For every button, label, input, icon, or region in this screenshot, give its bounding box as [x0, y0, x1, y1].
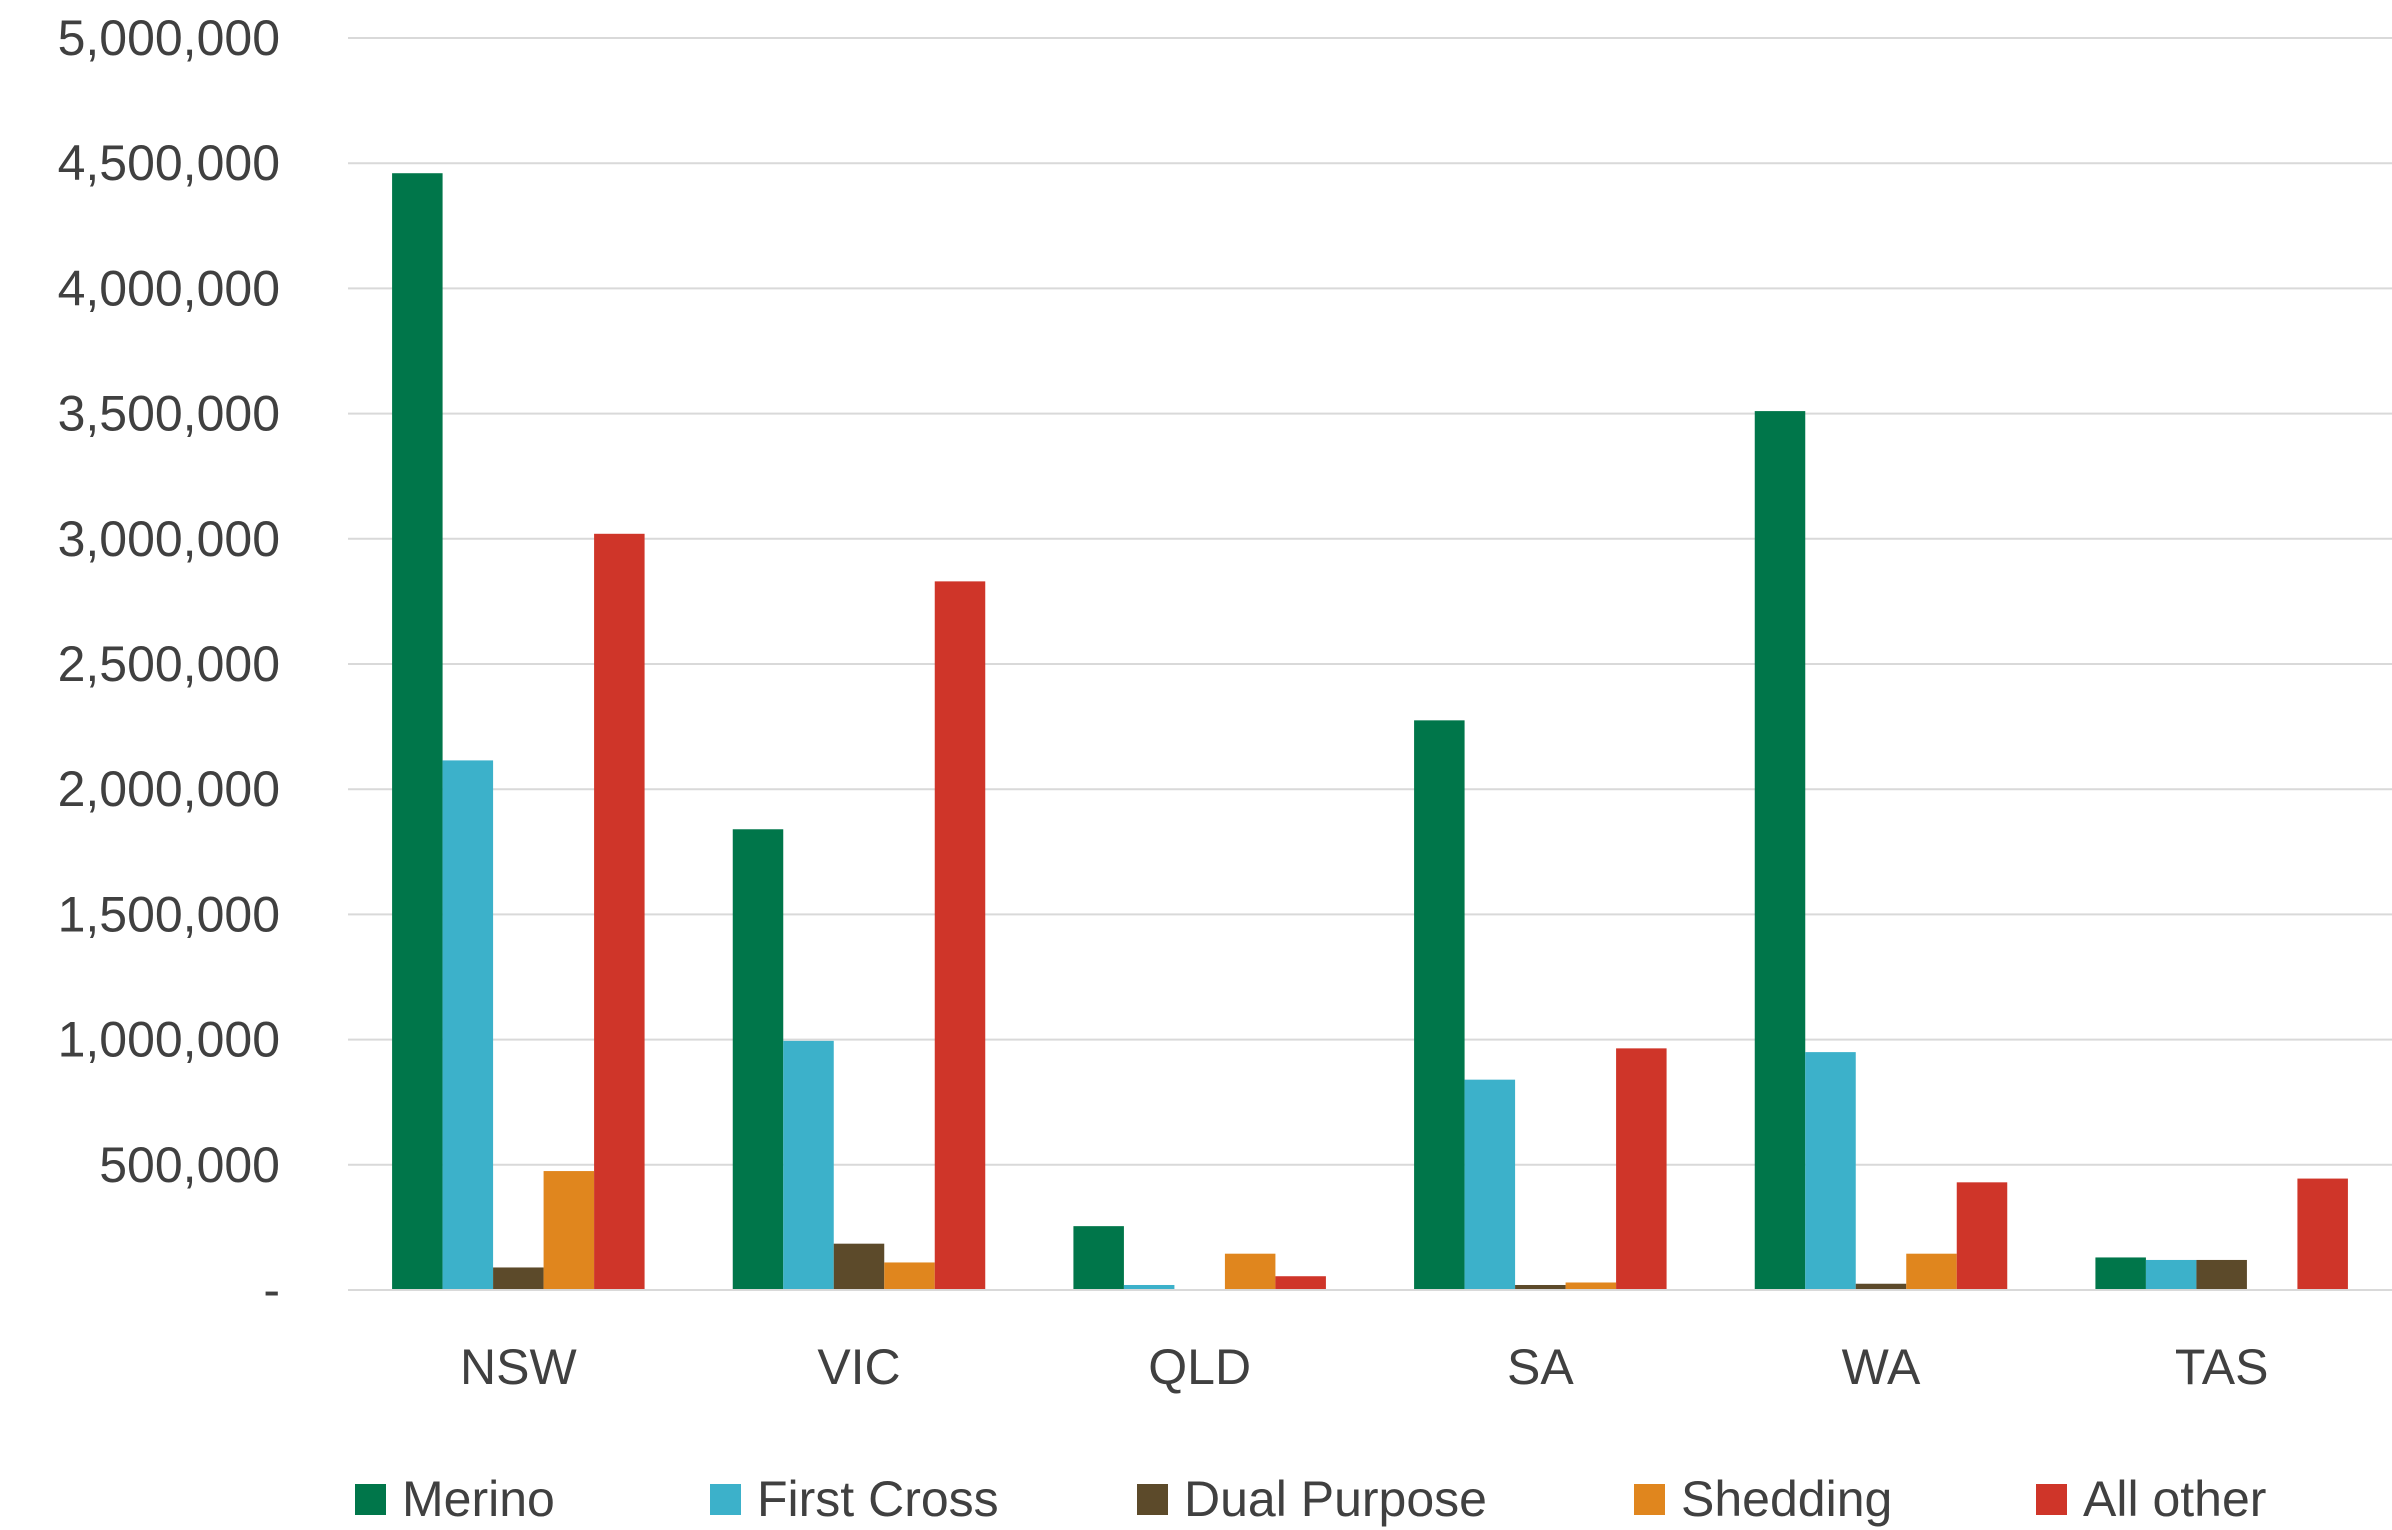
x-category-label: SA	[1507, 1339, 1574, 1395]
bars	[392, 173, 2348, 1290]
x-category-label: WA	[1842, 1339, 1921, 1395]
legend-label: Dual Purpose	[1184, 1471, 1487, 1527]
bar-sa-all-other	[1616, 1048, 1667, 1290]
y-tick-label: 1,500,000	[58, 886, 280, 942]
bar-wa-merino	[1754, 411, 1806, 1290]
bar-qld-merino	[1073, 1226, 1124, 1290]
x-category-label: NSW	[460, 1339, 577, 1395]
bar-nsw-all-other	[594, 533, 645, 1290]
legend-item-dual-purpose: Dual Purpose	[1137, 1471, 1487, 1527]
y-axis-tick-labels: - 500,000 1,000,000 1,500,000 2,000,000 2,500…	[58, 10, 280, 1318]
x-category-label: VIC	[817, 1339, 900, 1395]
y-tick-label: 1,000,000	[58, 1012, 280, 1068]
legend-swatch	[2036, 1484, 2067, 1515]
legend-swatch	[1634, 1484, 1665, 1515]
gridlines	[348, 37, 2392, 1166]
y-tick-label: 500,000	[99, 1137, 280, 1193]
x-category-label: TAS	[2175, 1339, 2269, 1395]
bar-nsw-first-cross	[442, 760, 494, 1290]
bar-qld-first-cross	[1123, 1284, 1175, 1290]
legend-item-all-other: All other	[2036, 1471, 2266, 1527]
bar-wa-dual-purpose	[1855, 1283, 1907, 1290]
bar-sa-shedding	[1565, 1282, 1617, 1290]
bar-vic-all-other	[934, 581, 986, 1290]
bar-tas-dual-purpose	[2196, 1259, 2247, 1290]
legend-label: Shedding	[1681, 1471, 1892, 1527]
y-tick-label: 3,500,000	[58, 386, 280, 442]
bar-sa-dual-purpose	[1515, 1284, 1566, 1290]
bar-nsw-shedding	[543, 1171, 595, 1290]
x-category-label: QLD	[1148, 1339, 1251, 1395]
bar-sa-merino	[1414, 720, 1465, 1290]
legend: Merino First Cross Dual Purpose Shedding All…	[355, 1471, 2266, 1527]
x-axis-category-labels: NSW VIC QLD SA WA TAS	[460, 1339, 2268, 1395]
legend-item-first-cross: First Cross	[710, 1471, 999, 1527]
legend-label: All other	[2083, 1471, 2266, 1527]
y-tick-label: 3,000,000	[58, 511, 280, 567]
bar-sa-first-cross	[1464, 1079, 1516, 1290]
y-tick-label: 2,500,000	[58, 636, 280, 692]
legend-label: Merino	[402, 1471, 555, 1527]
y-tick-label: 2,000,000	[58, 761, 280, 817]
legend-swatch	[1137, 1484, 1168, 1515]
bar-qld-all-other	[1275, 1276, 1326, 1290]
y-tick-label: 5,000,000	[58, 10, 280, 66]
bar-nsw-dual-purpose	[493, 1267, 544, 1290]
bar-vic-first-cross	[783, 1040, 834, 1290]
bar-vic-merino	[732, 829, 784, 1290]
bar-tas-first-cross	[2145, 1259, 2197, 1290]
bar-qld-shedding	[1224, 1253, 1276, 1290]
bar-tas-merino	[2095, 1257, 2146, 1290]
bar-wa-all-other	[1956, 1182, 2008, 1290]
bar-nsw-merino	[392, 173, 443, 1290]
legend-swatch	[710, 1484, 741, 1515]
y-tick-label: 4,000,000	[58, 260, 280, 316]
bar-wa-first-cross	[1805, 1052, 1856, 1290]
bar-tas-all-other	[2297, 1178, 2348, 1290]
legend-label: First Cross	[757, 1471, 999, 1527]
y-tick-label: 4,500,000	[58, 135, 280, 191]
bar-vic-shedding	[884, 1262, 935, 1290]
legend-item-shedding: Shedding	[1634, 1471, 1892, 1527]
legend-item-merino: Merino	[355, 1471, 555, 1527]
y-tick-label: -	[263, 1262, 280, 1318]
legend-swatch	[355, 1484, 386, 1515]
bar-vic-dual-purpose	[833, 1243, 885, 1290]
bar-wa-shedding	[1906, 1253, 1957, 1290]
